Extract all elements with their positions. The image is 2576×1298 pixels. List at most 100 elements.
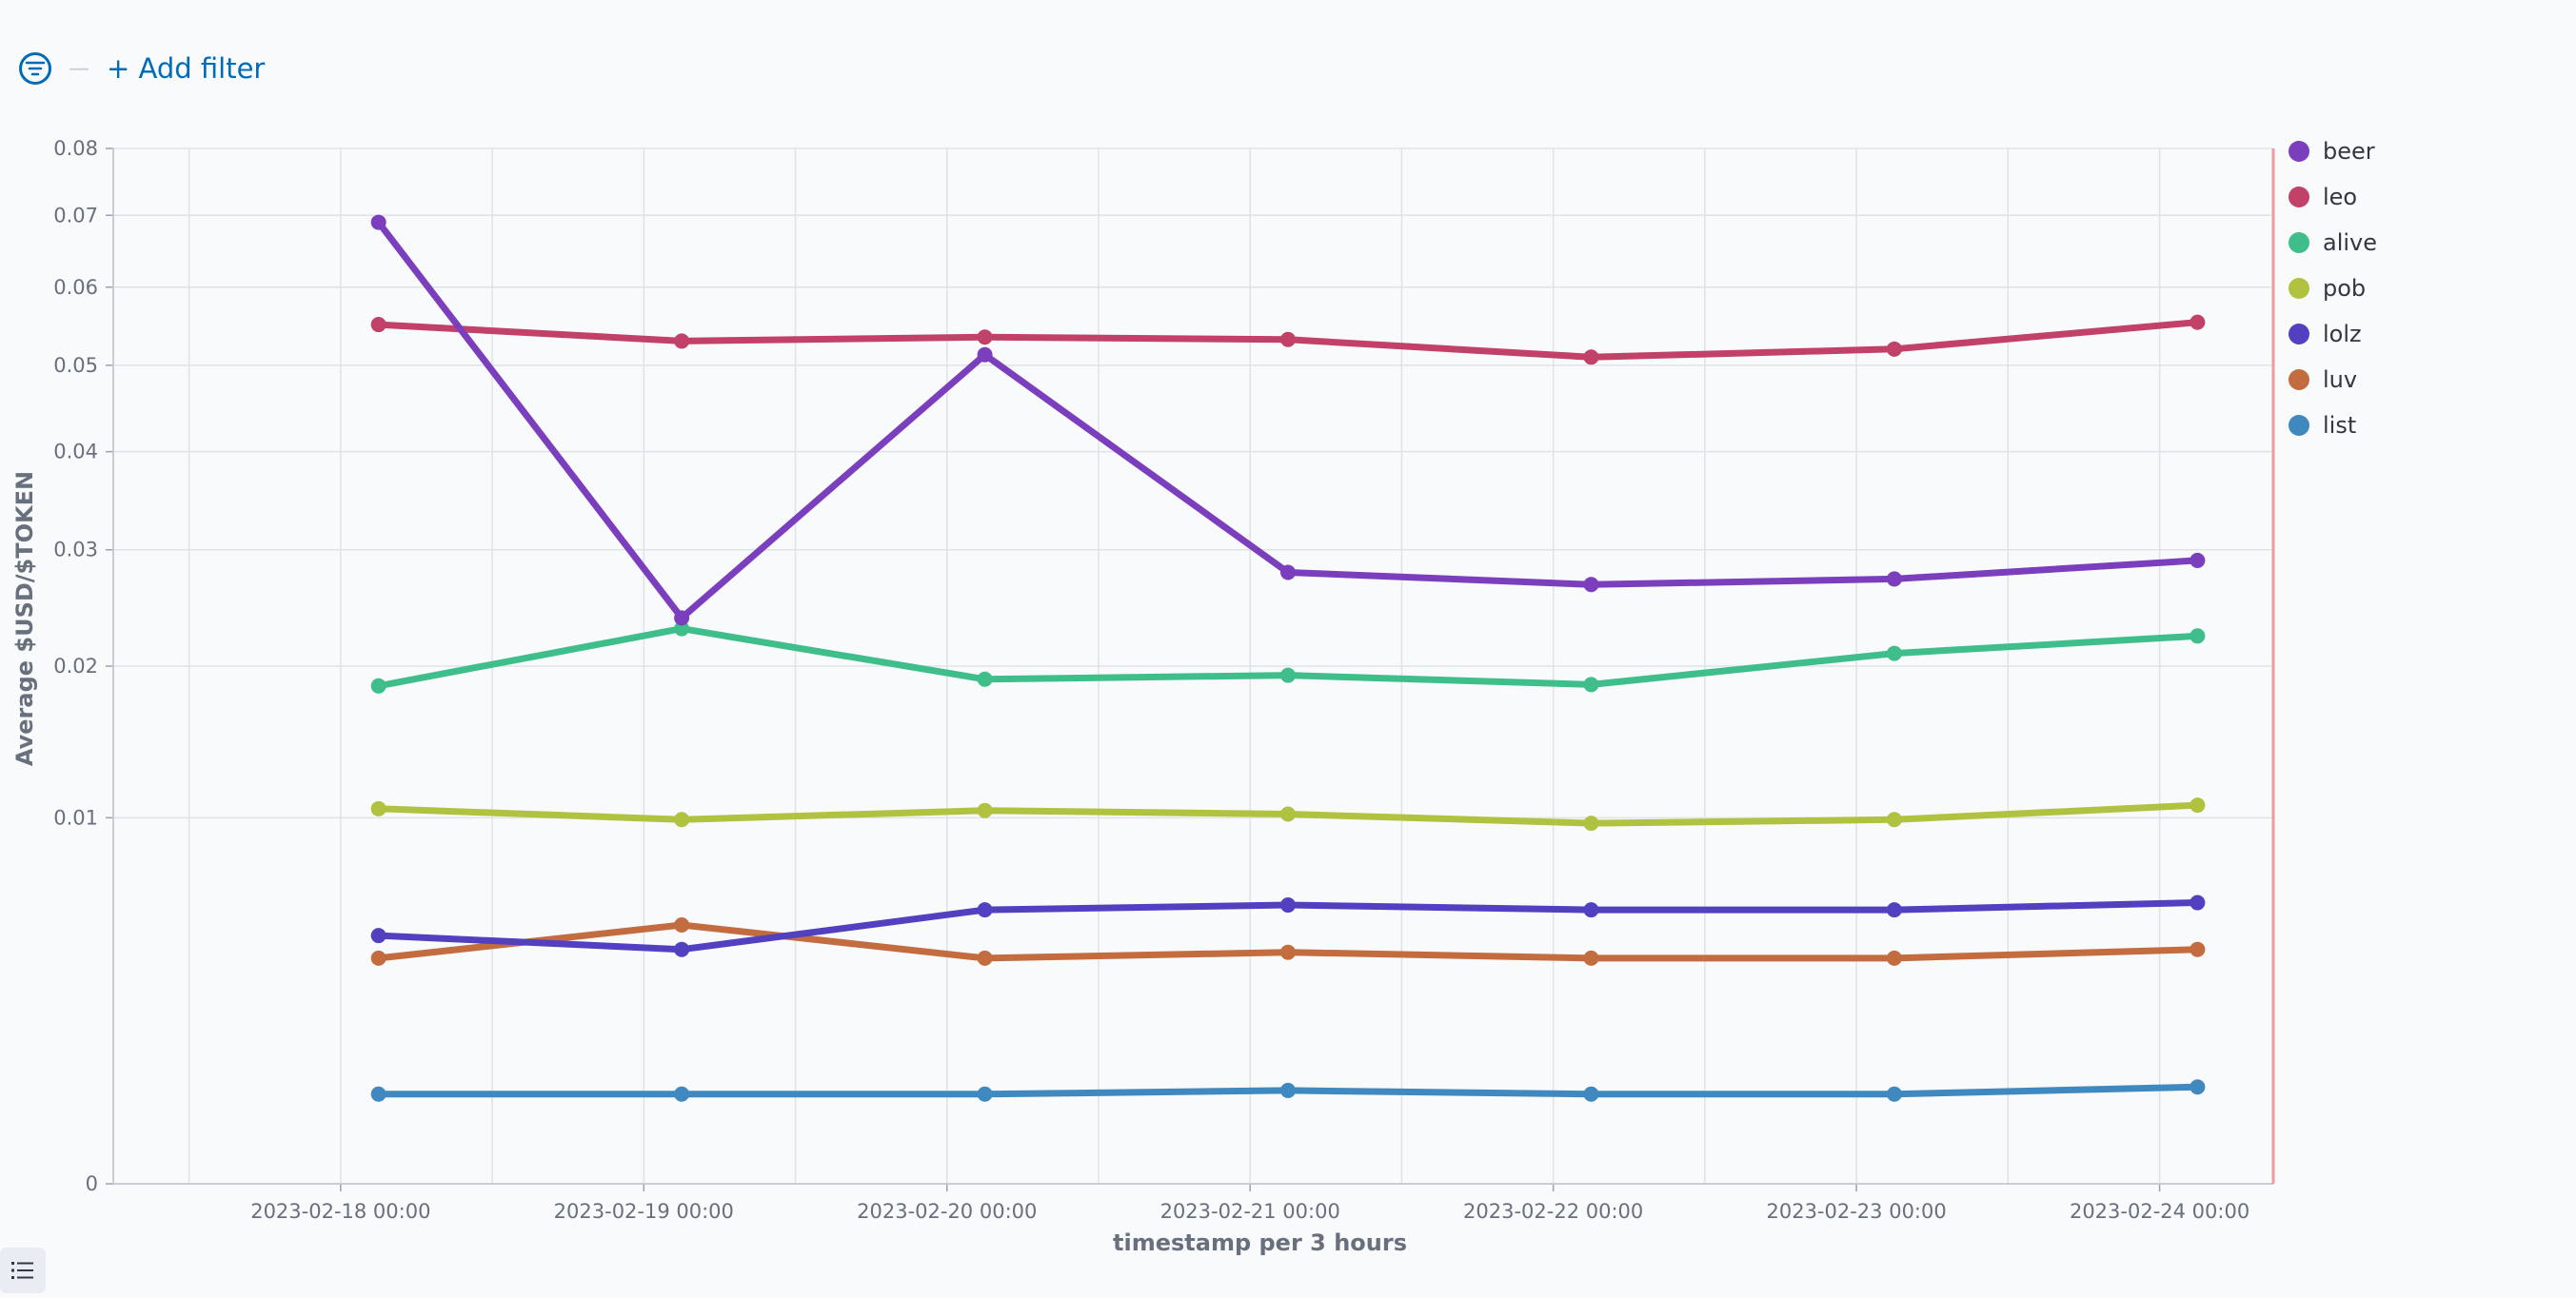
filter-separator: — — [69, 56, 89, 81]
data-point-beer[interactable] — [977, 346, 993, 363]
x-axis-title: timestamp per 3 hours — [1113, 1229, 1407, 1256]
legend-label: pob — [2323, 275, 2366, 302]
data-point-pob[interactable] — [977, 802, 993, 818]
y-tick-label: 0 — [86, 1172, 98, 1195]
data-point-beer[interactable] — [1280, 564, 1297, 580]
legend: beer leo alive pob lolz luv list — [2289, 138, 2377, 439]
legend-swatch-icon — [2289, 187, 2309, 207]
data-point-beer[interactable] — [1583, 577, 1599, 593]
legend-label: alive — [2323, 229, 2377, 256]
data-point-pob[interactable] — [370, 800, 386, 816]
y-tick-label: 0.07 — [53, 204, 98, 226]
data-point-luv[interactable] — [674, 917, 690, 933]
data-point-luv[interactable] — [977, 950, 993, 966]
data-point-leo[interactable] — [370, 317, 386, 333]
data-points — [370, 214, 2206, 1102]
x-tick-label: 2023-02-21 00:00 — [1160, 1200, 1340, 1223]
data-point-list[interactable] — [674, 1086, 690, 1102]
data-point-alive[interactable] — [977, 671, 993, 687]
legend-label: beer — [2323, 138, 2375, 165]
legend-toggle-button[interactable] — [0, 1248, 46, 1293]
data-point-alive[interactable] — [1886, 645, 1902, 661]
x-tick-label: 2023-02-23 00:00 — [1766, 1200, 1946, 1223]
x-tick-label: 2023-02-19 00:00 — [554, 1200, 734, 1223]
data-point-pob[interactable] — [1280, 806, 1297, 822]
x-tick-label: 2023-02-22 00:00 — [1463, 1200, 1643, 1223]
legend-item-leo[interactable]: leo — [2289, 184, 2357, 210]
data-point-pob[interactable] — [1886, 812, 1902, 828]
data-point-alive[interactable] — [1583, 677, 1599, 693]
filter-bar: — + Add filter — [19, 48, 265, 89]
data-point-beer[interactable] — [370, 214, 386, 230]
y-tick-label: 0.06 — [53, 276, 98, 299]
data-point-leo[interactable] — [1583, 349, 1599, 365]
legend-label: lolz — [2323, 321, 2362, 347]
data-point-lolz[interactable] — [1583, 902, 1599, 918]
data-point-luv[interactable] — [370, 950, 386, 966]
data-point-lolz[interactable] — [1886, 902, 1902, 918]
legend-item-beer[interactable]: beer — [2289, 138, 2375, 165]
data-point-lolz[interactable] — [977, 902, 993, 918]
y-tick-label: 0.01 — [53, 806, 98, 829]
axes: 0 0.01 0.02 0.03 0.04 0.05 0.06 0.07 0.08 2023-02… — [11, 137, 2275, 1256]
y-tick-label: 0.05 — [53, 354, 98, 377]
data-point-beer[interactable] — [1886, 571, 1902, 587]
data-point-luv[interactable] — [1583, 950, 1599, 966]
series-lines — [375, 219, 2201, 1098]
data-point-list[interactable] — [1886, 1086, 1902, 1102]
data-point-lolz[interactable] — [1280, 897, 1297, 914]
legend-item-alive[interactable]: alive — [2289, 229, 2377, 256]
filter-lines-icon — [25, 61, 46, 76]
data-point-luv[interactable] — [1886, 950, 1902, 966]
data-point-list[interactable] — [2190, 1079, 2206, 1095]
legend-item-list[interactable]: list — [2289, 412, 2356, 439]
legend-swatch-icon — [2289, 278, 2309, 299]
y-tick-label: 0.04 — [53, 441, 98, 463]
add-filter-button[interactable]: + Add filter — [107, 52, 266, 85]
y-tick-label: 0.02 — [53, 655, 98, 678]
legend-item-pob[interactable]: pob — [2289, 275, 2366, 302]
legend-swatch-icon — [2289, 415, 2309, 436]
data-point-alive[interactable] — [674, 620, 690, 637]
data-point-alive[interactable] — [1280, 667, 1297, 683]
legend-item-lolz[interactable]: lolz — [2289, 321, 2362, 347]
data-point-leo[interactable] — [1886, 341, 1902, 357]
legend-swatch-icon — [2289, 141, 2309, 162]
legend-swatch-icon — [2289, 324, 2309, 344]
data-point-alive[interactable] — [2190, 628, 2206, 644]
y-tick-label: 0.08 — [53, 137, 98, 160]
x-tick-label: 2023-02-24 00:00 — [2070, 1200, 2249, 1223]
legend-label: list — [2323, 412, 2356, 439]
legend-swatch-icon — [2289, 369, 2309, 390]
filter-options-icon[interactable] — [19, 52, 51, 85]
data-point-leo[interactable] — [2190, 314, 2206, 330]
data-point-luv[interactable] — [2190, 941, 2206, 957]
data-point-list[interactable] — [370, 1086, 386, 1102]
data-point-list[interactable] — [1280, 1082, 1297, 1098]
data-point-lolz[interactable] — [370, 928, 386, 944]
x-tick-label: 2023-02-18 00:00 — [250, 1200, 430, 1223]
legend-label: leo — [2323, 184, 2357, 210]
data-point-pob[interactable] — [2190, 797, 2206, 814]
list-icon — [11, 1262, 33, 1279]
data-point-beer[interactable] — [674, 610, 690, 626]
data-point-lolz[interactable] — [674, 941, 690, 957]
data-point-pob[interactable] — [1583, 816, 1599, 832]
data-point-luv[interactable] — [1280, 944, 1297, 960]
data-point-alive[interactable] — [370, 678, 386, 694]
y-axis-title: Average $USD/$TOKEN — [11, 471, 38, 766]
data-point-leo[interactable] — [1280, 331, 1297, 347]
legend-item-luv[interactable]: luv — [2289, 366, 2357, 393]
y-tick-label: 0.03 — [53, 539, 98, 561]
data-point-leo[interactable] — [977, 329, 993, 345]
data-point-list[interactable] — [977, 1086, 993, 1102]
legend-swatch-icon — [2289, 232, 2309, 253]
data-point-lolz[interactable] — [2190, 895, 2206, 911]
data-point-pob[interactable] — [674, 812, 690, 828]
data-point-leo[interactable] — [674, 333, 690, 349]
series-line-beer[interactable] — [375, 219, 2201, 621]
data-point-beer[interactable] — [2190, 552, 2206, 568]
data-point-list[interactable] — [1583, 1086, 1599, 1102]
legend-label: luv — [2323, 366, 2357, 393]
